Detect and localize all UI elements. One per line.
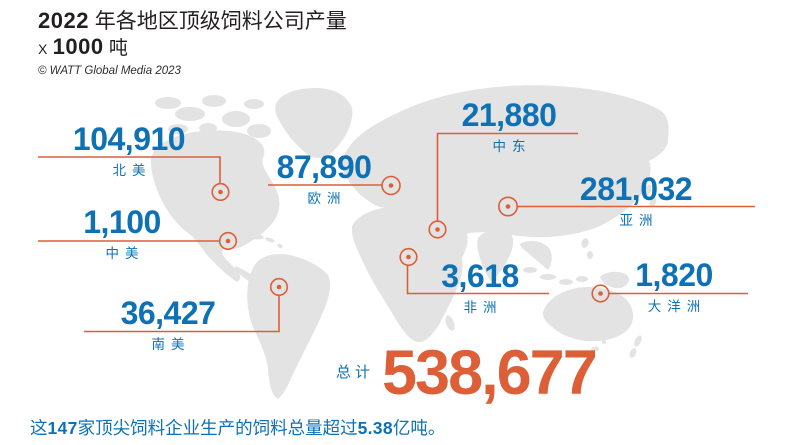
footnote-pre: 这 <box>30 418 48 438</box>
region-value: 21,880 <box>461 97 557 133</box>
title-year: 2022 <box>38 8 89 33</box>
map-marker-dot-north-america <box>218 189 223 195</box>
region-label: 欧洲 <box>307 191 347 206</box>
islands-oceania <box>589 334 642 358</box>
units-unit: 吨 <box>108 38 128 59</box>
continent-australia <box>542 287 633 342</box>
total-value: 538,677 <box>382 338 598 408</box>
region-value: 104,910 <box>72 121 186 157</box>
title-text: 年各地区顶级饲料公司产量 <box>94 10 347 33</box>
map-marker-asia <box>497 196 518 217</box>
footnote-company-count: 147 <box>47 418 78 438</box>
footnote-mid: 家顶尖饲料企业生产的饲料总量超过 <box>77 418 358 438</box>
islands-japan <box>644 184 657 207</box>
callout-oceania: 1,820 大洋洲 <box>574 259 774 315</box>
region-value: 3,618 <box>441 258 519 294</box>
region-value: 36,427 <box>120 295 216 331</box>
region-label: 大洋洲 <box>647 299 707 314</box>
map-marker-dot-africa <box>406 254 411 260</box>
island-greenland <box>275 88 353 158</box>
callout-africa: 3,618 非洲 <box>380 260 580 316</box>
map-marker-dot-europe <box>388 183 394 188</box>
region-label: 南美 <box>151 337 191 352</box>
callout-south-america: 36,427 南美 <box>68 297 268 353</box>
title-block: 2022 年各地区顶级饲料公司产量 X 1000 吨 © WATT Global… <box>38 9 347 77</box>
total-label: 总计 <box>336 364 375 381</box>
islands-caribbean <box>240 232 283 249</box>
region-value: 281,032 <box>579 171 693 207</box>
map-marker-middle-east <box>428 220 447 239</box>
footnote-post: 亿吨。 <box>392 418 446 438</box>
peninsula-indochina <box>520 240 552 270</box>
units-multiplier-value: 1000 <box>52 34 104 59</box>
map-marker-dot-oceania <box>598 291 603 296</box>
continent-south-america <box>247 253 331 399</box>
island-new-guinea <box>600 271 629 289</box>
copyright-credit: © WATT Global Media 2023 <box>38 65 181 77</box>
footnote-amount: 5.38 <box>357 418 393 438</box>
map-marker-africa <box>399 247 418 267</box>
leader-line-south-america <box>84 295 280 333</box>
map-marker-central-america <box>218 231 238 251</box>
continent-eurasia <box>341 85 669 240</box>
callout-middle-east: 21,880 中东 <box>409 99 609 155</box>
map-marker-dot-central-america <box>225 238 231 244</box>
island-great-britain <box>351 146 372 175</box>
callout-north-america: 104,910 北美 <box>29 123 229 179</box>
footnote: 这147家顶尖饲料企业生产的饲料总量超过5.38亿吨。 <box>30 417 445 439</box>
callout-europe: 87,890 欧洲 <box>224 151 424 207</box>
page-title: 2022 年各地区顶级饲料公司产量 <box>38 9 347 33</box>
region-label: 北美 <box>112 163 152 178</box>
map-marker-oceania <box>591 284 610 303</box>
islands-southeast-asia <box>523 238 593 285</box>
region-label: 亚洲 <box>619 213 659 228</box>
map-marker-south-america <box>269 277 289 297</box>
continent-north-america-arctic <box>155 95 271 138</box>
region-label: 中东 <box>492 139 532 154</box>
callout-central-america: 1,100 中美 <box>22 206 222 262</box>
region-value: 1,820 <box>635 257 713 293</box>
leader-line-north-america <box>38 156 221 184</box>
island-iceland <box>338 117 350 123</box>
region-label: 非洲 <box>463 300 503 315</box>
region-value: 87,890 <box>276 149 372 185</box>
map-marker-north-america <box>211 182 230 202</box>
callout-asia: 281,032 亚洲 <box>536 173 736 229</box>
units-multiplier-sign: X <box>38 41 48 57</box>
region-label: 中美 <box>105 246 145 261</box>
island-madagascar <box>445 315 455 331</box>
peninsula-india <box>477 230 514 281</box>
units-line: X 1000 吨 <box>38 36 347 60</box>
map-marker-dot-south-america <box>276 284 282 290</box>
island-ireland <box>342 160 350 166</box>
map-marker-europe <box>381 175 401 196</box>
map-marker-dot-middle-east <box>435 227 440 232</box>
leader-line-middle-east <box>436 132 578 221</box>
leader-line-africa <box>406 266 549 295</box>
region-value: 1,100 <box>83 204 161 240</box>
continent-north-america <box>150 130 280 282</box>
map-marker-dot-asia <box>505 204 511 209</box>
